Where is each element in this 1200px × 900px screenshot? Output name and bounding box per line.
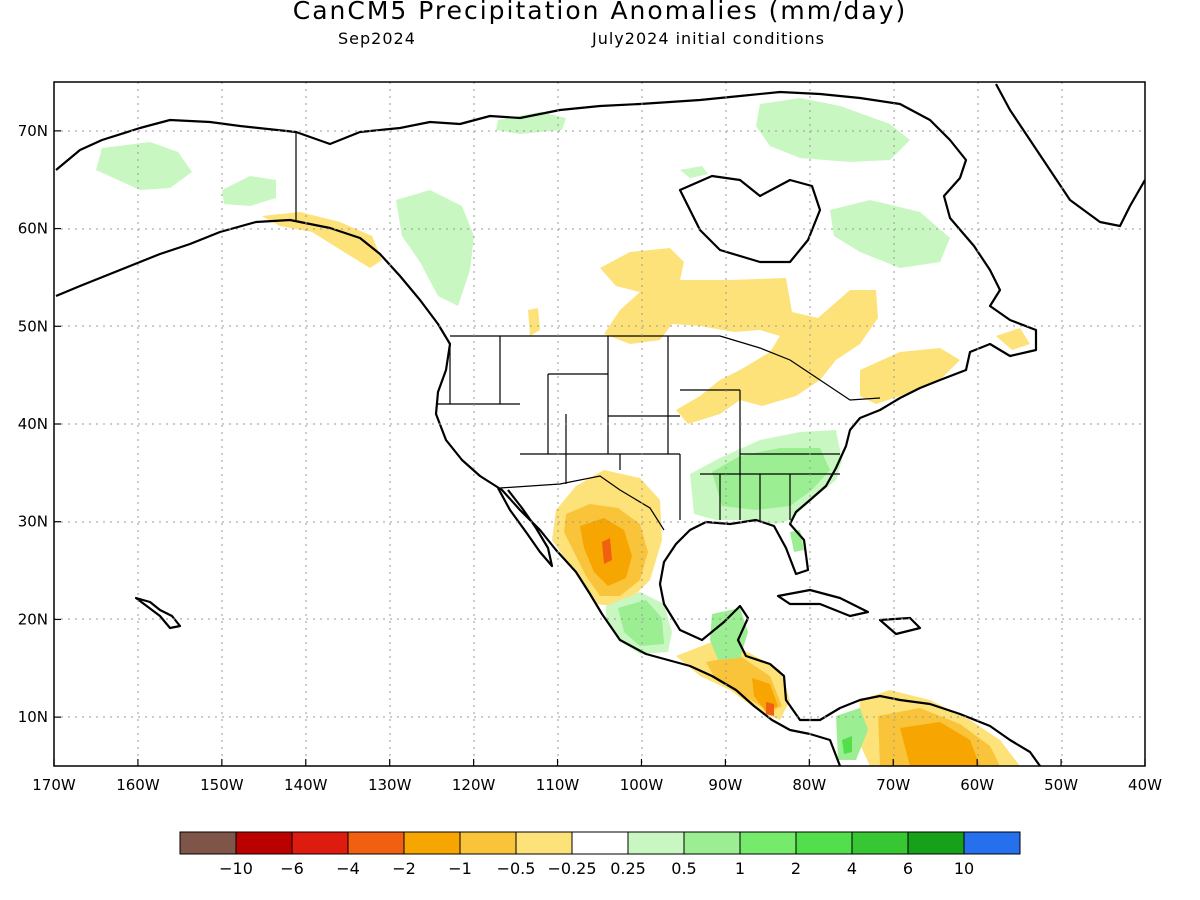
shade-ne-coast-dry [860,348,960,404]
latitude-axis: 10N 20N 30N 40N 50N 60N 70N [18,122,61,726]
colorbar-label: 6 [903,859,913,878]
shade-baffin-wet [756,98,910,162]
lon-tick-label: 90W [708,776,742,794]
colorbar-label: −2 [392,859,416,878]
lon-tick-label: 80W [792,776,826,794]
lat-tick-label: 30N [18,513,48,531]
lon-tick-label: 140W [284,776,328,794]
shade-bc-wet [396,190,474,306]
shade-labrador-dry [996,328,1030,350]
lon-tick-label: 150W [200,776,244,794]
shade-mx-wet-mid [618,600,664,646]
shade-colombia-wet-core [842,736,852,754]
colorbar-label: −0.5 [497,859,536,878]
graticule [54,82,1145,766]
map-frame [53,81,1146,767]
lon-tick-label: 70W [876,776,910,794]
colorbar-swatch [347,831,405,855]
lon-tick-label: 60W [960,776,994,794]
colorbar-swatch [235,831,293,855]
lon-tick-label: 160W [116,776,160,794]
colorbar-label: 0.25 [610,859,646,878]
shade-sa-dry-strong [900,722,980,766]
shade-ontario-dry [600,248,878,424]
shade-se-us-wet-mid [712,448,830,510]
map-plot-area [54,82,1145,766]
colorbar-label: −6 [280,859,304,878]
lon-tick-label: 120W [452,776,496,794]
lon-tick-label: 110W [536,776,580,794]
lat-tick-label: 40N [18,415,48,433]
colorbar-label: 2 [791,859,801,878]
shade-mexico-dry-core [602,538,612,564]
shade-yucatan-wet [710,608,748,660]
colorbar-swatch [683,831,741,855]
colorbar-label: 0.5 [671,859,696,878]
colorbar-swatch [851,831,909,855]
political-boundaries [295,132,881,531]
shade-yukon-wet [222,176,276,206]
colorbar-label: −0.25 [547,859,596,878]
valid-month-label: Sep2024 [338,29,416,48]
lon-tick-label: 40W [1128,776,1162,794]
lat-tick-label: 60N [18,220,48,238]
anomaly-shading [96,98,1030,766]
colorbar: −10 −6 −4 −2 −1 −0.5 −0.25 0.25 0.5 1 2 4 6 10 [179,831,1021,878]
lon-tick-label: 130W [368,776,412,794]
shade-ak-coast-dry [262,212,382,268]
lat-tick-label: 70N [18,122,48,140]
colorbar-swatch [739,831,797,855]
shade-idaho-dry [528,308,540,336]
colorbar-swatch [179,831,237,855]
colorbar-label: −10 [219,859,253,878]
lat-tick-label: 10N [18,708,48,726]
colorbar-swatch [291,831,349,855]
colorbar-label: 4 [847,859,857,878]
lon-tick-label: 170W [32,776,76,794]
colorbar-swatch [907,831,965,855]
colorbar-swatch [571,831,629,855]
colorbar-label: −1 [448,859,472,878]
map-title: CanCM5 Precipitation Anomalies (mm/day) [292,0,908,25]
lon-tick-label: 50W [1044,776,1078,794]
colorbar-swatch [963,831,1021,855]
longitude-axis: 170W 160W 150W 140W 130W 120W 110W 100W 90W 80W 70… [32,759,1162,794]
colorbar-swatch [515,831,573,855]
lon-tick-label: 100W [620,776,664,794]
colorbar-label: 10 [954,859,974,878]
colorbar-swatch [459,831,517,855]
colorbar-label: −4 [336,859,360,878]
coastlines [55,83,1145,766]
colorbar-swatch [795,831,853,855]
shade-quebec-wet [830,200,950,268]
colorbar-swatch [403,831,461,855]
colorbar-label: 1 [735,859,745,878]
colorbar-swatch [627,831,685,855]
init-conditions-label: July2024 initial conditions [592,29,825,48]
shade-alaska-wet [96,142,192,190]
lat-tick-label: 20N [18,610,48,628]
shade-arctic-wet-2 [680,166,708,178]
lat-tick-label: 50N [18,317,48,335]
shade-ca-dry-core [766,702,774,716]
